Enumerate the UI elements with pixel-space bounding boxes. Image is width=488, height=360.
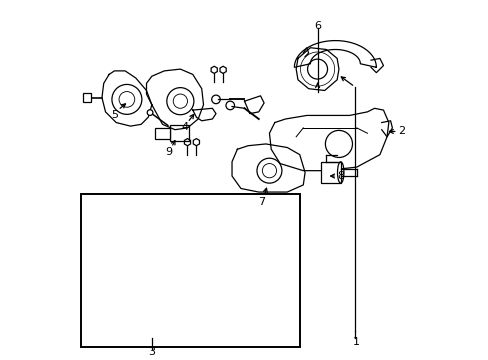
Text: 3: 3 xyxy=(148,347,155,357)
Text: 7: 7 xyxy=(258,197,264,207)
Text: 6: 6 xyxy=(313,21,321,31)
Bar xyxy=(169,125,189,141)
Bar xyxy=(321,162,340,183)
Circle shape xyxy=(147,110,153,116)
Text: 2: 2 xyxy=(397,126,404,136)
Polygon shape xyxy=(102,71,152,126)
Polygon shape xyxy=(269,108,388,171)
Polygon shape xyxy=(231,144,305,192)
Text: 5: 5 xyxy=(111,110,119,120)
Polygon shape xyxy=(294,41,376,67)
Text: 1: 1 xyxy=(352,337,360,347)
Bar xyxy=(81,194,299,347)
Polygon shape xyxy=(244,96,264,114)
Bar xyxy=(155,127,170,139)
Polygon shape xyxy=(370,58,383,73)
Text: 8: 8 xyxy=(336,171,344,181)
Polygon shape xyxy=(146,69,203,130)
Polygon shape xyxy=(296,48,338,90)
Bar xyxy=(83,93,91,102)
Text: 9: 9 xyxy=(164,147,172,157)
Polygon shape xyxy=(192,108,216,121)
Text: 4: 4 xyxy=(181,122,188,132)
Polygon shape xyxy=(381,121,391,137)
